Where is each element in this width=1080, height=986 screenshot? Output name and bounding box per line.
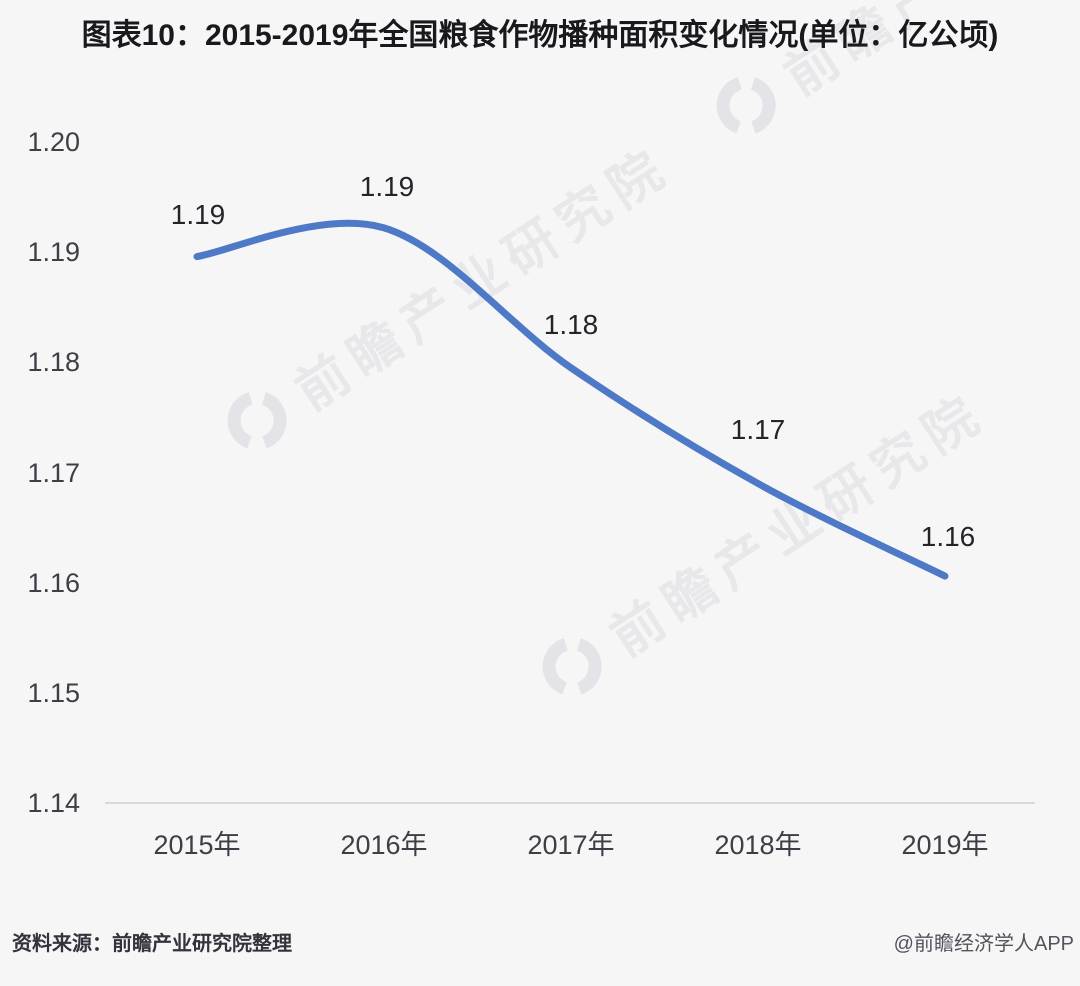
data-point-label: 1.19 bbox=[359, 170, 415, 202]
y-tick-label: 1.19 bbox=[27, 237, 80, 268]
x-tick-label: 2019年 bbox=[901, 830, 989, 860]
x-tick-label: 2018年 bbox=[714, 830, 802, 860]
data-point-label: 1.18 bbox=[543, 308, 599, 340]
trend-line bbox=[193, 219, 949, 580]
data-point-label: 1.17 bbox=[730, 413, 786, 445]
footer-source: 资料来源：前瞻产业研究院整理 bbox=[12, 933, 292, 955]
page-title: 图表10：2015-2019年全国粮食作物播种面积变化情况(单位：亿公顷) bbox=[81, 19, 999, 52]
y-tick-label: 1.15 bbox=[27, 677, 80, 708]
x-tick-label: 2017年 bbox=[527, 830, 615, 860]
footer-credit: @前瞻经济学人APP bbox=[893, 933, 1074, 955]
x-tick-label: 2016年 bbox=[340, 830, 428, 860]
y-tick-label: 1.17 bbox=[27, 457, 80, 488]
y-tick-label: 1.18 bbox=[27, 347, 80, 378]
x-tick-label: 2015年 bbox=[153, 830, 241, 860]
data-point-label: 1.19 bbox=[170, 198, 226, 230]
y-tick-label: 1.20 bbox=[27, 127, 80, 157]
data-point-label: 1.16 bbox=[920, 521, 976, 553]
y-tick-label: 1.14 bbox=[27, 788, 80, 818]
y-tick-label: 1.16 bbox=[27, 567, 80, 598]
